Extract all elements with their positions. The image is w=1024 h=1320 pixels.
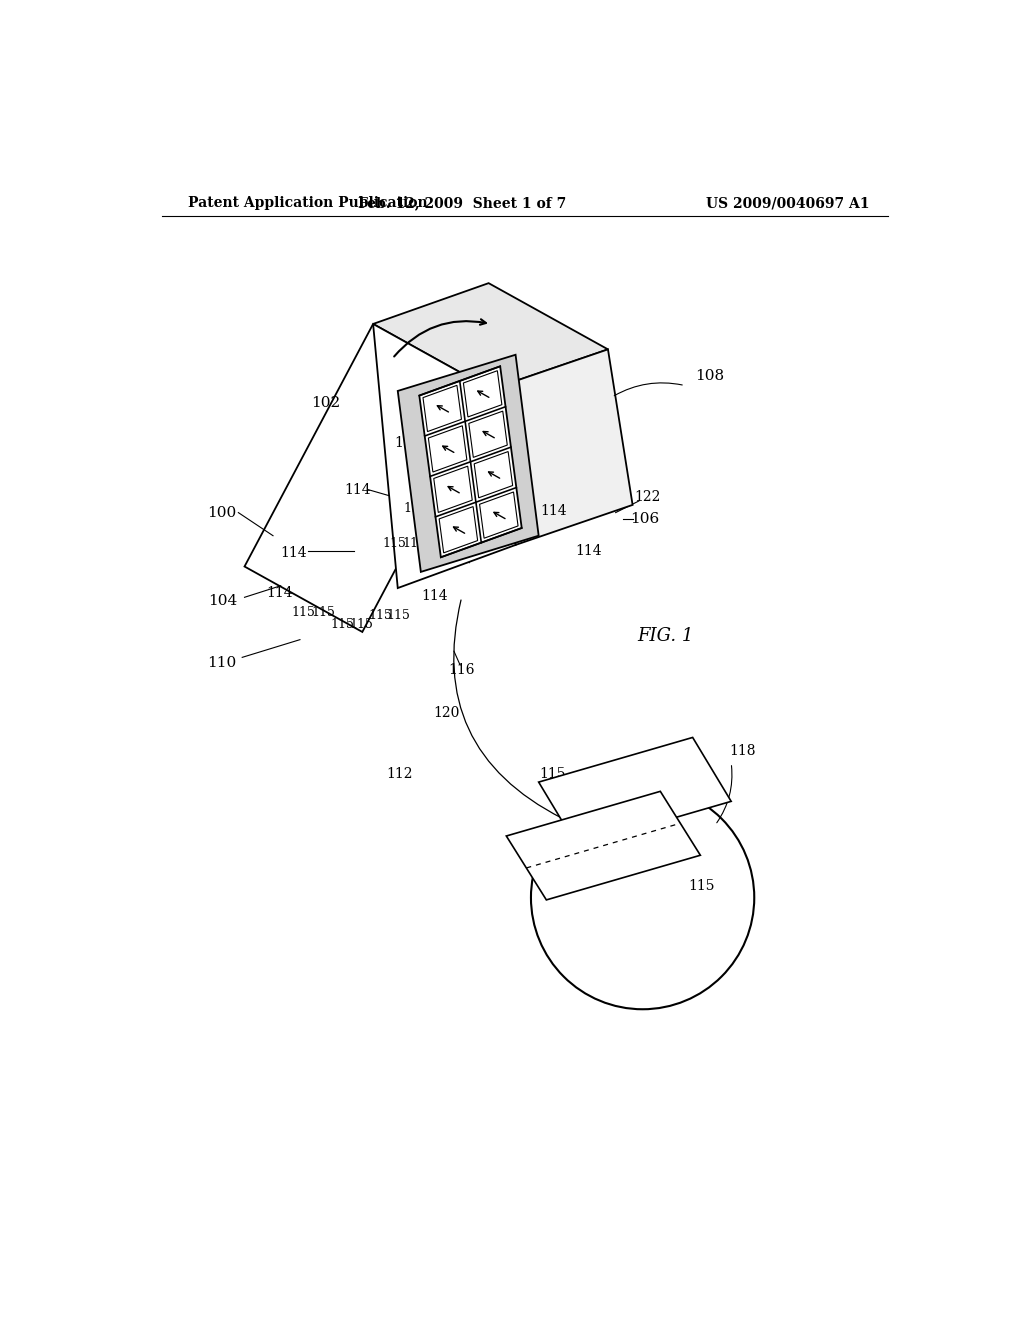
Text: 115: 115 [430,529,455,543]
Polygon shape [423,385,462,432]
Text: 106: 106 [631,512,659,525]
Text: 115: 115 [540,767,566,781]
Text: 115: 115 [689,879,715,894]
Text: 115: 115 [349,618,374,631]
Polygon shape [245,323,490,632]
Text: 115: 115 [387,609,411,622]
Text: 115: 115 [473,492,497,506]
Polygon shape [474,451,513,498]
Text: 115: 115 [402,537,426,550]
Text: 115: 115 [369,609,393,622]
Text: 118: 118 [729,744,756,758]
Text: 122: 122 [635,490,662,504]
Text: 115: 115 [454,492,477,506]
Polygon shape [434,466,472,512]
Polygon shape [397,355,539,572]
Text: 115: 115 [493,459,516,473]
Text: 115: 115 [423,502,446,515]
Polygon shape [469,411,507,457]
Text: 108: 108 [695,368,724,383]
Polygon shape [539,738,731,846]
Polygon shape [373,284,608,389]
Text: 115: 115 [292,606,315,619]
Text: Feb. 12, 2009  Sheet 1 of 7: Feb. 12, 2009 Sheet 1 of 7 [357,197,566,210]
Text: 115: 115 [382,537,406,550]
Text: 114: 114 [440,540,467,554]
Text: 114: 114 [394,437,421,450]
Text: 115: 115 [403,502,427,515]
Text: 114: 114 [266,586,293,601]
Text: 104: 104 [208,594,238,609]
Text: 102: 102 [310,396,340,411]
Polygon shape [479,492,518,539]
Text: US 2009/0040697 A1: US 2009/0040697 A1 [707,197,869,210]
Polygon shape [419,367,521,557]
Text: 115: 115 [311,606,335,619]
Polygon shape [506,792,700,900]
Text: 115: 115 [442,471,466,484]
Polygon shape [490,350,633,545]
Text: 115: 115 [331,618,354,631]
Polygon shape [464,371,502,417]
Text: 115: 115 [423,471,446,484]
Text: FIG. 1: FIG. 1 [638,627,694,644]
Text: 114: 114 [344,483,371,496]
Text: 114: 114 [575,544,602,558]
Text: 115: 115 [450,529,473,543]
Text: 114: 114 [281,545,307,560]
Text: 112: 112 [387,767,414,781]
Text: Patent Application Publication: Patent Application Publication [188,197,428,210]
Text: 116: 116 [449,664,475,677]
Text: 115: 115 [473,459,497,473]
Text: 100: 100 [207,506,237,520]
Text: 114: 114 [541,504,567,517]
Polygon shape [373,323,515,589]
Polygon shape [439,507,477,553]
Text: 110: 110 [207,656,237,669]
Text: 114: 114 [422,589,449,603]
Polygon shape [428,426,467,473]
Text: 120: 120 [433,706,460,719]
